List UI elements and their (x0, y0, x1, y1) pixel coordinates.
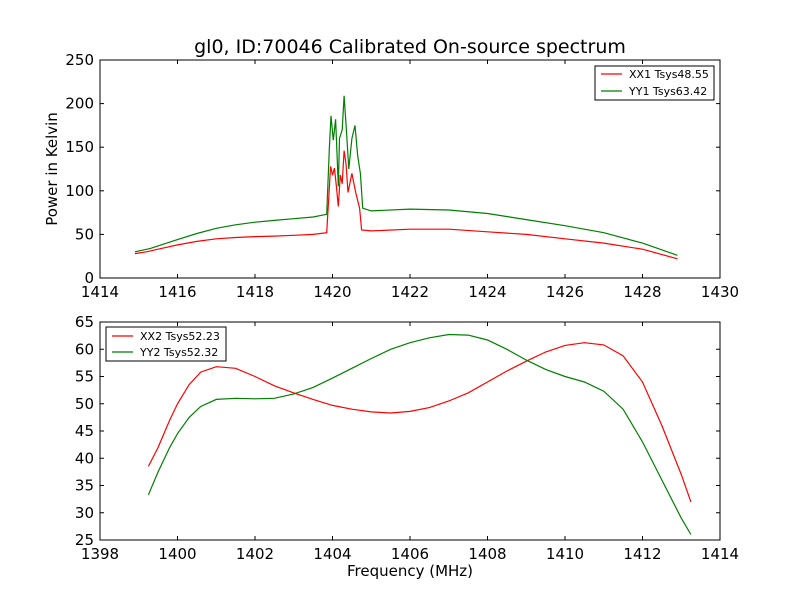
top-xtick-label: 1420 (313, 283, 351, 301)
bottom-xtick-label: 1406 (391, 545, 429, 563)
bottom-ytick-label: 45 (75, 422, 94, 440)
top-xtick-label: 1430 (701, 283, 739, 301)
bottom-ytick-label: 60 (75, 340, 94, 358)
bottom-ytick-label: 40 (75, 449, 94, 467)
bottom-ytick-label: 35 (75, 477, 94, 495)
top-xtick-label: 1416 (158, 283, 196, 301)
bottom-xtick-label: 1400 (158, 545, 196, 563)
bottom-legend-box (105, 326, 227, 362)
top-xtick-label: 1418 (236, 283, 274, 301)
top-xtick-label: 1426 (546, 283, 584, 301)
bottom-xtick-label: 1408 (468, 545, 506, 563)
bottom-xtick-label: 1414 (701, 545, 739, 563)
top-series-line-1 (134, 95, 678, 256)
bottom-ytick-label: 65 (75, 313, 94, 331)
bottom-plot: 1398 1400 1402 1404 1406 1408 1410 1412 1414 25 30… (75, 313, 739, 580)
legend-label-xx1: XX1 Tsys48.55 (629, 68, 709, 81)
top-series-line-0 (134, 150, 678, 260)
bottom-ytick-label: 25 (75, 531, 94, 549)
top-ytick-label: 200 (65, 95, 94, 113)
chart-title: gl0, ID:70046 Calibrated On-source spect… (194, 36, 626, 58)
bottom-xtick-label: 1404 (313, 545, 351, 563)
top-legend: XX1 Tsys48.55 YY1 Tsys63.42 (594, 65, 715, 101)
top-legend-box (594, 65, 715, 101)
bottom-ytick-label: 30 (75, 504, 94, 522)
bottom-ytick-label: 50 (75, 395, 94, 413)
bottom-series-line-0 (147, 342, 692, 503)
bottom-xtick-label: 1398 (81, 545, 119, 563)
top-ytick-label: 50 (75, 225, 94, 243)
bottom-xlabel: Frequency (MHz) (347, 562, 473, 580)
legend-label-yy1: YY1 Tsys63.42 (628, 85, 707, 98)
top-plot: 1414 1416 1418 1420 1422 1424 1426 1428 1430 0 50 1… (43, 51, 739, 301)
bottom-xtick-label: 1410 (546, 545, 584, 563)
top-xtick-label: 1428 (623, 283, 661, 301)
top-ytick-label: 250 (65, 51, 94, 69)
legend-label-yy2: YY2 Tsys52.32 (139, 346, 218, 359)
bottom-xtick-label: 1412 (623, 545, 661, 563)
top-xtick-label: 1414 (81, 283, 119, 301)
bottom-xtick-label: 1402 (236, 545, 274, 563)
top-ytick-label: 0 (84, 269, 94, 287)
bottom-ytick-label: 55 (75, 368, 94, 386)
bottom-series-line-1 (147, 333, 692, 535)
top-ytick-label: 150 (65, 138, 94, 156)
top-ytick-label: 100 (65, 182, 94, 200)
top-xtick-label: 1422 (391, 283, 429, 301)
bottom-legend: XX2 Tsys52.23 YY2 Tsys52.32 (105, 326, 227, 362)
top-xtick-label: 1424 (468, 283, 506, 301)
legend-label-xx2: XX2 Tsys52.23 (140, 330, 220, 343)
top-ylabel: Power in Kelvin (43, 112, 61, 226)
